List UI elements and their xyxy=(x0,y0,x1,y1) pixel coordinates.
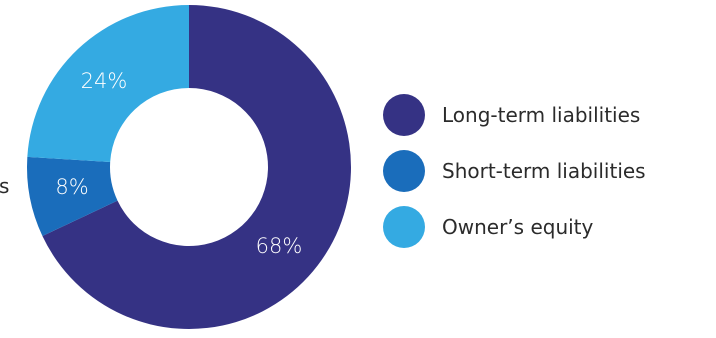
slice-value-label: 8% xyxy=(55,175,88,199)
clipped-outside-label: s xyxy=(0,174,9,198)
slice-value-label: 24% xyxy=(81,69,128,93)
legend-label-owners-equity: Owner’s equity xyxy=(442,215,594,239)
legend-item-short-term-liabilities: Short-term liabilities xyxy=(383,150,703,192)
donut-slice-long-term-liabilities xyxy=(42,5,352,329)
donut-slice-short-term-liabilities xyxy=(26,156,118,236)
donut-slice-owner-s-equity xyxy=(27,5,189,163)
legend-swatch-short-term xyxy=(383,150,425,192)
legend-label-short-term: Short-term liabilities xyxy=(442,159,646,183)
legend-item-owners-equity: Owner’s equity xyxy=(383,206,703,248)
slice-value-label: 68% xyxy=(256,234,303,258)
donut-slice-labels: 68% 8% 24% xyxy=(55,69,302,258)
donut-slices xyxy=(26,5,352,329)
legend-label-long-term: Long-term liabilities xyxy=(442,103,641,127)
legend-swatch-long-term xyxy=(383,94,425,136)
legend: Long-term liabilities Short-term liabili… xyxy=(383,94,703,262)
legend-item-long-term-liabilities: Long-term liabilities xyxy=(383,94,703,136)
legend-swatch-owners-equity xyxy=(383,206,425,248)
